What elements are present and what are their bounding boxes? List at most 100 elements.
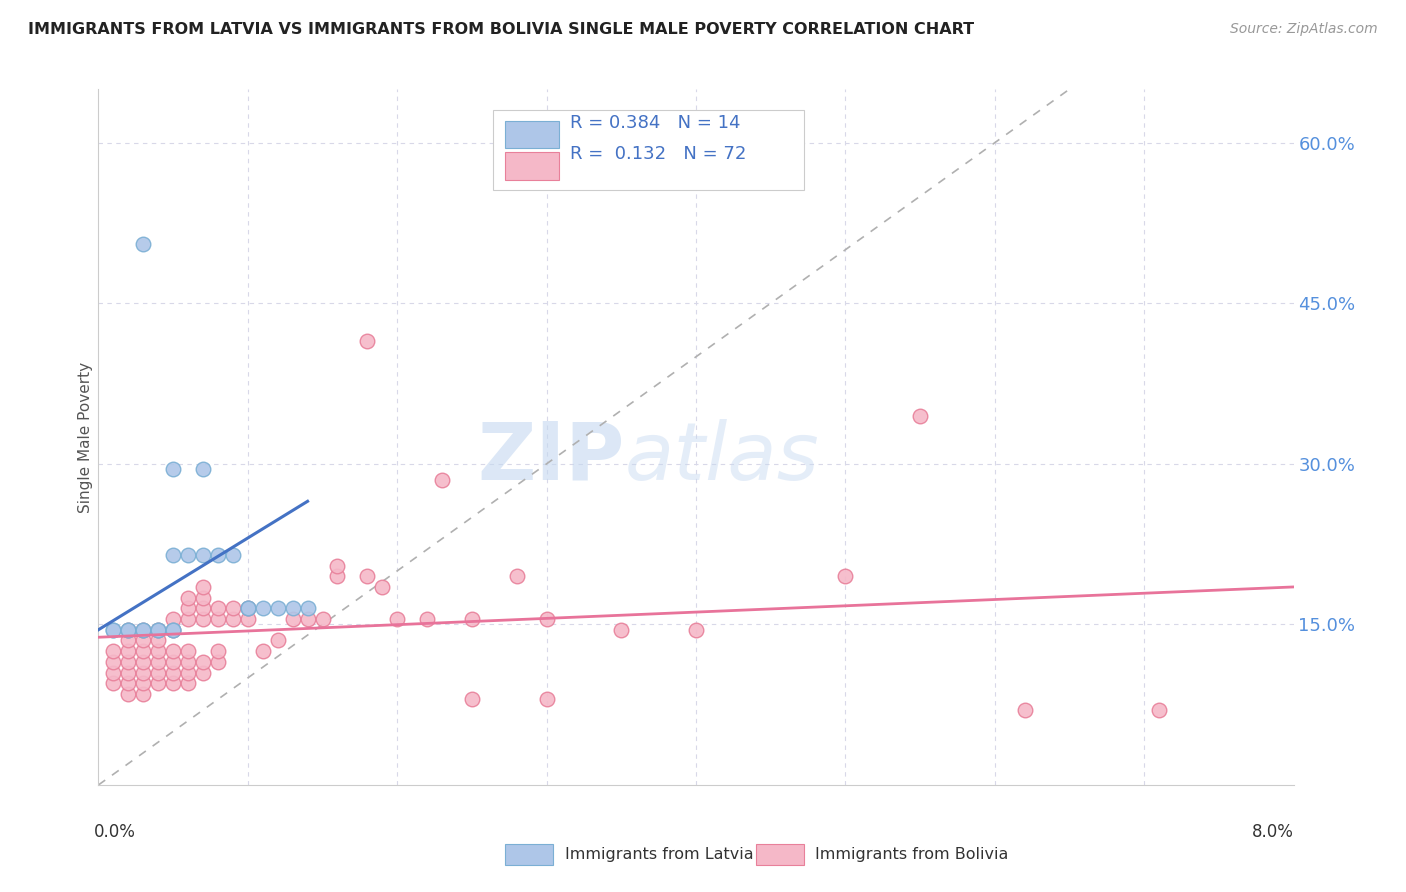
Point: [371, 580, 394, 594]
Point: [236, 612, 259, 626]
Point: [191, 601, 214, 615]
Point: [103, 623, 125, 637]
Point: [1014, 703, 1036, 717]
Point: [191, 612, 214, 626]
Point: [281, 612, 304, 626]
Point: [222, 601, 245, 615]
Point: [326, 569, 349, 583]
Y-axis label: Single Male Poverty: Single Male Poverty: [77, 361, 93, 513]
Point: [162, 665, 184, 680]
Point: [834, 569, 856, 583]
Point: [162, 612, 184, 626]
Point: [326, 558, 349, 573]
Point: [117, 676, 139, 690]
Point: [177, 612, 200, 626]
Point: [252, 644, 274, 658]
Point: [162, 655, 184, 669]
Point: [177, 655, 200, 669]
Point: [236, 601, 259, 615]
Point: [132, 623, 155, 637]
Point: [311, 612, 333, 626]
Point: [148, 623, 170, 637]
Point: [117, 687, 139, 701]
Point: [103, 623, 125, 637]
Text: atlas: atlas: [624, 419, 820, 497]
Point: [132, 623, 155, 637]
Point: [207, 655, 229, 669]
FancyBboxPatch shape: [505, 120, 558, 148]
Point: [117, 623, 139, 637]
Text: ZIP: ZIP: [477, 419, 624, 497]
Point: [132, 665, 155, 680]
Point: [132, 687, 155, 701]
Point: [162, 462, 184, 476]
Point: [148, 655, 170, 669]
Point: [132, 655, 155, 669]
Point: [162, 623, 184, 637]
Point: [1147, 703, 1170, 717]
Point: [191, 580, 214, 594]
Text: IMMIGRANTS FROM LATVIA VS IMMIGRANTS FROM BOLIVIA SINGLE MALE POVERTY CORRELATIO: IMMIGRANTS FROM LATVIA VS IMMIGRANTS FRO…: [28, 22, 974, 37]
Point: [191, 462, 214, 476]
Point: [297, 601, 319, 615]
Point: [177, 676, 200, 690]
Point: [506, 569, 529, 583]
FancyBboxPatch shape: [505, 844, 553, 865]
Point: [222, 548, 245, 562]
Text: Immigrants from Bolivia: Immigrants from Bolivia: [815, 847, 1010, 862]
Text: Source: ZipAtlas.com: Source: ZipAtlas.com: [1230, 22, 1378, 37]
Text: R =  0.132   N = 72: R = 0.132 N = 72: [571, 145, 747, 163]
Point: [103, 665, 125, 680]
Point: [207, 548, 229, 562]
Point: [297, 612, 319, 626]
Point: [191, 655, 214, 669]
Point: [162, 548, 184, 562]
Point: [416, 612, 439, 626]
Point: [132, 623, 155, 637]
Point: [117, 623, 139, 637]
Point: [117, 655, 139, 669]
Point: [267, 633, 290, 648]
Point: [267, 601, 290, 615]
Point: [536, 612, 558, 626]
Point: [610, 623, 633, 637]
Point: [132, 644, 155, 658]
Point: [103, 655, 125, 669]
Point: [191, 665, 214, 680]
Point: [162, 644, 184, 658]
Point: [207, 601, 229, 615]
Point: [177, 644, 200, 658]
Point: [385, 612, 409, 626]
Point: [132, 633, 155, 648]
Point: [162, 676, 184, 690]
Point: [103, 676, 125, 690]
Point: [117, 665, 139, 680]
Point: [148, 623, 170, 637]
Point: [162, 623, 184, 637]
Point: [132, 676, 155, 690]
Point: [148, 633, 170, 648]
Point: [191, 591, 214, 605]
Point: [207, 612, 229, 626]
Point: [177, 591, 200, 605]
Point: [356, 334, 378, 348]
Point: [148, 676, 170, 690]
Point: [281, 601, 304, 615]
Point: [117, 633, 139, 648]
Point: [132, 237, 155, 252]
Point: [103, 644, 125, 658]
Point: [461, 612, 484, 626]
Point: [908, 409, 931, 423]
Point: [461, 692, 484, 706]
Text: R = 0.384   N = 14: R = 0.384 N = 14: [571, 113, 741, 132]
FancyBboxPatch shape: [505, 152, 558, 179]
Point: [191, 548, 214, 562]
Point: [117, 623, 139, 637]
Point: [148, 644, 170, 658]
Point: [207, 644, 229, 658]
Point: [236, 601, 259, 615]
Point: [252, 601, 274, 615]
Text: 8.0%: 8.0%: [1251, 823, 1294, 841]
Point: [177, 548, 200, 562]
Point: [536, 692, 558, 706]
